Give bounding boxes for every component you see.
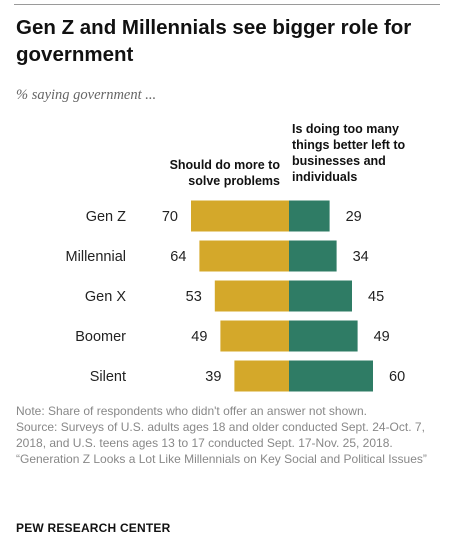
value-label-should-do-more-gen-z: 70 [162,209,178,225]
category-label-millennial: Millennial [66,249,126,265]
value-label-doing-too-many-gen-x: 45 [368,289,384,305]
value-label-doing-too-many-gen-z: 29 [346,209,362,225]
category-label-boomer: Boomer [75,329,126,345]
source-text: Source: Surveys of U.S. adults ages 18 a… [16,420,425,450]
category-label-silent: Silent [90,369,126,385]
series-header-doing-too-many-things: Is doing too many things better left to … [292,122,406,184]
category-label-gen-z: Gen Z [86,209,126,225]
bar-doing-too-many-silent [289,360,373,392]
report-title: “Generation Z Looks a Lot Like Millennia… [16,452,427,466]
top-rule [14,4,440,5]
chart-notes: Note: Share of respondents who didn't of… [16,403,441,467]
value-label-should-do-more-silent: 39 [205,369,221,385]
bar-should-do-more-millennial [199,240,289,272]
category-label-gen-x: Gen X [85,289,126,305]
chart-title: Gen Z and Millennials see bigger role fo… [16,16,412,66]
value-label-should-do-more-gen-x: 53 [186,289,202,305]
bar-doing-too-many-millennial [289,240,337,272]
value-label-doing-too-many-millennial: 34 [353,249,369,265]
value-label-doing-too-many-silent: 60 [389,369,405,385]
value-label-should-do-more-millennial: 64 [170,249,186,265]
bar-should-do-more-silent [234,360,289,392]
bar-should-do-more-gen-z [191,200,289,232]
diverging-bar-chart: Gen Z 70 29 Millennial 64 34 Gen X 53 45 Boomer 49… [66,200,405,392]
bar-doing-too-many-boomer [289,320,358,352]
bar-should-do-more-gen-x [214,280,289,312]
note-text: Note: Share of respondents who didn't of… [16,404,367,418]
chart-subtitle: % saying government ... [16,87,157,103]
series-header-should-do-more: Should do more to solve problems [169,158,280,188]
value-label-should-do-more-boomer: 49 [191,329,207,345]
bar-doing-too-many-gen-z [289,200,330,232]
value-label-doing-too-many-boomer: 49 [374,329,390,345]
bar-doing-too-many-gen-x [289,280,352,312]
organization-name: PEW RESEARCH CENTER [16,521,171,535]
bar-should-do-more-boomer [220,320,289,352]
